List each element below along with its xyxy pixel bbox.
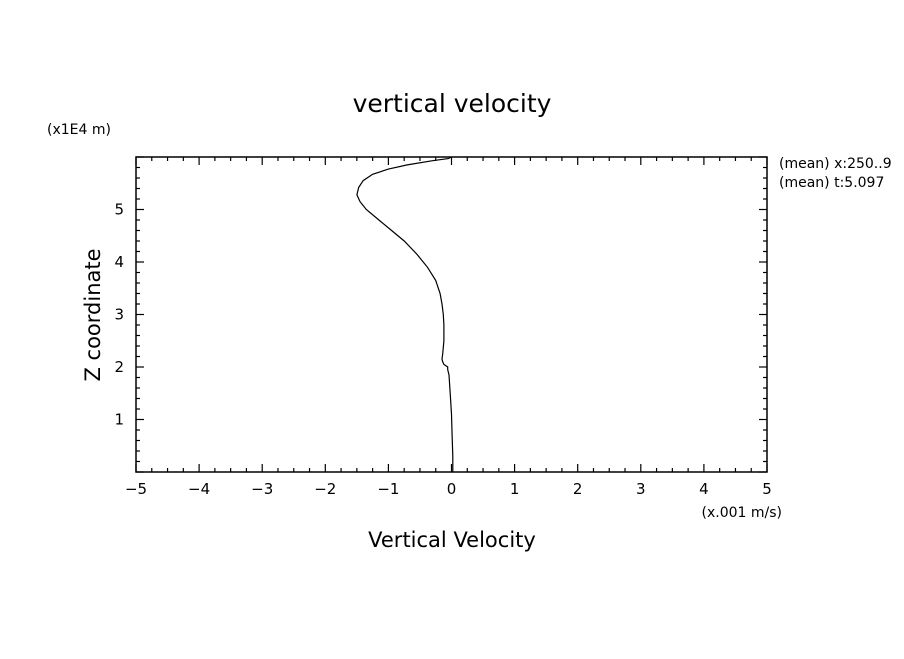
- x-tick-label: 5: [762, 480, 772, 498]
- x-tick-label: 3: [636, 480, 646, 498]
- x-axis-units: (x.001 m/s): [702, 505, 782, 521]
- x-tick-label: 2: [573, 480, 583, 498]
- y-axis-title: Z coordinate: [81, 248, 105, 381]
- x-tick-label: −4: [188, 480, 210, 498]
- mean-x-annotation: (mean) x:250..9: [779, 156, 892, 172]
- axis-ticks: [135, 156, 768, 473]
- y-tick-label: 4: [114, 253, 124, 271]
- x-tick-label: 1: [510, 480, 520, 498]
- x-tick-label: −3: [251, 480, 273, 498]
- y-axis-units: (x1E4 m): [47, 122, 111, 138]
- y-tick-label: 1: [114, 411, 124, 429]
- x-tick-label: 4: [699, 480, 709, 498]
- y-tick-label: 3: [114, 306, 124, 324]
- x-tick-label: 0: [447, 480, 457, 498]
- x-axis-title: Vertical Velocity: [368, 528, 536, 552]
- x-tick-label: −1: [377, 480, 399, 498]
- y-tick-label: 2: [114, 358, 124, 376]
- tick-labels: −5 −4 −3 −2 −1 0 1 2 3 4 5 1 2 3 4 5: [114, 201, 771, 499]
- x-tick-label: −2: [314, 480, 336, 498]
- mean-t-annotation: (mean) t:5.097: [779, 175, 884, 191]
- series-line: [356, 156, 454, 472]
- x-tick-label: −5: [125, 480, 147, 498]
- y-tick-label: 5: [114, 201, 124, 219]
- chart-title: vertical velocity: [353, 89, 552, 118]
